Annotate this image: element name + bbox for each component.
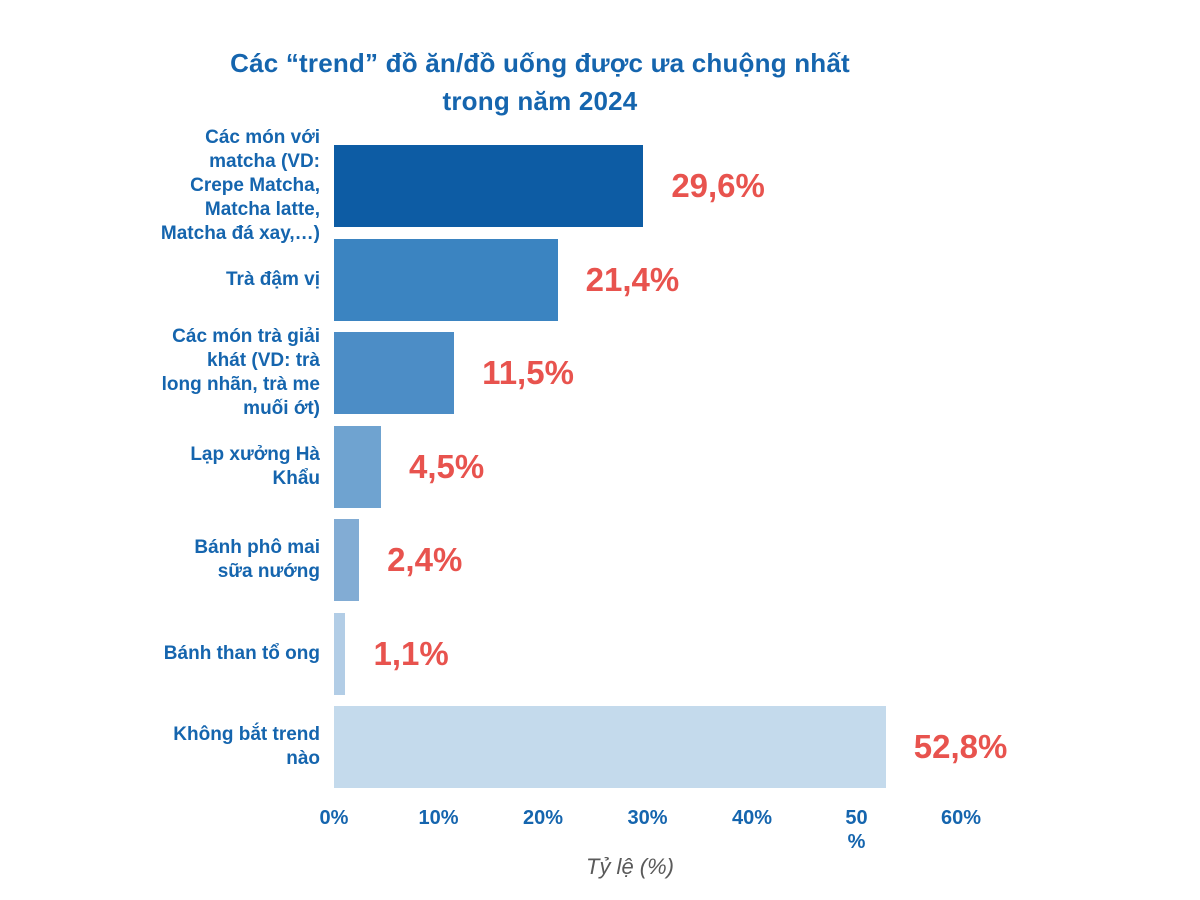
value-label: 2,4% (387, 541, 463, 578)
bar-zone: 52,8% (334, 706, 1007, 788)
category-label-line: Các món với (205, 127, 320, 148)
chart-title-line2: trong năm 2024 (442, 86, 638, 116)
category-label-line: Matcha đá xay,…) (160, 223, 320, 244)
x-axis: 0% 10% 20% 30% 40% 50 % 60% (0, 806, 1200, 858)
value-label: 11,5% (482, 354, 574, 391)
value-label: 52,8% (913, 728, 1008, 765)
category-label-line: khát (VD: trà (207, 350, 320, 371)
category-label-line: sữa nướng (217, 561, 320, 582)
category-label-line: Bánh phô mai (194, 537, 320, 558)
x-tick: 50 % (845, 807, 868, 853)
bar-rows: Các món với matcha (VD: Crepe Matcha, Match… (0, 127, 1200, 800)
category-label: Không bắt trend nào (0, 706, 320, 788)
category-label-line: Crepe Matcha, (190, 175, 320, 196)
x-tick: 20% (522, 807, 564, 829)
x-tick: 60% (940, 807, 982, 829)
bar-row: Bánh than tổ ong 1,1% (0, 612, 1200, 707)
value-label: 21,4% (585, 260, 680, 298)
category-label-line: Bánh than tổ ong (163, 642, 320, 664)
bar (334, 706, 886, 788)
category-label: Lạp xưởng Hà Khẩu (0, 426, 320, 508)
bar-row: Lạp xưởng Hà Khẩu 4,5% (0, 425, 1200, 520)
bar (334, 332, 455, 414)
bar (334, 145, 644, 227)
category-label-line: Trà đậm vị (226, 268, 320, 290)
bar-zone: 1,1% (334, 612, 449, 695)
bar-zone: 29,6% (334, 145, 765, 227)
x-tick: 40% (731, 807, 773, 829)
value-label: 29,6% (671, 167, 765, 204)
value-label: 1,1% (373, 634, 449, 672)
x-tick: 0% (319, 807, 349, 829)
chart-title: Các “trend” đồ ăn/đồ uống được ưa chuộng… (0, 44, 1080, 120)
bar-row: Không bắt trend nào 52,8% (0, 706, 1200, 800)
bar-row: Bánh phô mai sữa nướng 2,4% (0, 519, 1200, 613)
x-tick: 30% (627, 807, 668, 829)
bar (334, 425, 382, 508)
category-label: Các món với matcha (VD: Crepe Matcha, Match… (0, 127, 320, 244)
category-label-line: muối ớt) (243, 398, 320, 419)
x-axis-title: Tỷ lệ (%) (586, 854, 674, 879)
category-label: Bánh phô mai sữa nướng (0, 519, 320, 601)
bar-row: Các món với matcha (VD: Crepe Matcha, Match… (0, 127, 1200, 244)
bar (334, 519, 360, 601)
value-label: 4,5% (409, 447, 485, 485)
category-label-line: matcha (VD: (209, 151, 320, 172)
category-label-line: Matcha latte, (204, 199, 320, 220)
category-label-line: Các món trà giải (172, 326, 320, 347)
bar (334, 238, 558, 321)
bar-zone: 21,4% (334, 238, 680, 321)
bar-row: Trà đậm vị 21,4% (0, 238, 1200, 333)
category-label-line: Không bắt trend (173, 724, 320, 745)
x-tick: 10% (418, 807, 459, 829)
bar-zone: 4,5% (334, 425, 485, 508)
category-label: Các món trà giải khát (VD: trà long nhãn, … (0, 326, 320, 419)
category-label: Bánh than tổ ong (0, 613, 320, 695)
category-label-line: Khẩu (272, 467, 321, 489)
bar (334, 612, 346, 695)
category-label-line: long nhãn, trà me (161, 374, 320, 395)
category-label-line: nào (286, 748, 320, 769)
bar-row: Các món trà giải khát (VD: trà long nhãn, … (0, 326, 1200, 426)
bar-zone: 2,4% (334, 519, 462, 601)
chart-title-line1: Các “trend” đồ ăn/đồ uống được ưa chuộng… (230, 48, 850, 78)
category-label-line: Lạp xưởng Hà (190, 443, 320, 465)
bar-zone: 11,5% (334, 332, 574, 414)
category-label: Trà đậm vị (0, 239, 320, 321)
